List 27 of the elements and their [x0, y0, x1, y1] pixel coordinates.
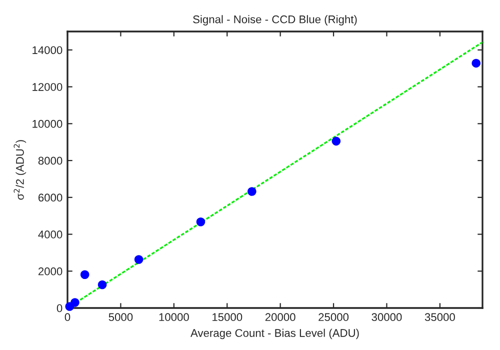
- y-axis-title: σ$^{2}$/2 (ADU$^{2}$): [14, 140, 26, 200]
- point: [248, 187, 256, 196]
- point: [70, 298, 80, 307]
- y-tick-label: 6000: [38, 194, 62, 202]
- point: [134, 255, 144, 264]
- x-tick-label: 25000: [318, 313, 349, 322]
- x-tick-label: 5000: [108, 313, 133, 322]
- point: [196, 218, 206, 226]
- point: [472, 58, 481, 68]
- x-tick-label: 15000: [212, 313, 242, 322]
- x-tick-label: 30000: [372, 313, 402, 322]
- point: [98, 280, 107, 290]
- y-tick-label: 8000: [38, 156, 62, 165]
- x-tick-label: 0: [64, 313, 70, 322]
- point: [332, 136, 341, 146]
- chart-title: Signal - Noise - CCD Blue (Right): [193, 15, 357, 26]
- x-tick-label: 35000: [424, 313, 455, 322]
- y-tick-label: 14000: [32, 46, 62, 54]
- point: [80, 270, 90, 280]
- y-tick-label: 2000: [38, 267, 62, 276]
- y-tick-label: 12000: [32, 83, 62, 91]
- x-axis-title: Average Count - Bias Level (ADU): [190, 328, 359, 340]
- y-tick-label: 4000: [38, 230, 62, 238]
- x-tick-label: 20000: [265, 313, 296, 322]
- x-tick-label: 10000: [159, 313, 189, 322]
- y-tick-label: 10000: [32, 120, 62, 128]
- y-tick-label: 0: [56, 304, 62, 312]
